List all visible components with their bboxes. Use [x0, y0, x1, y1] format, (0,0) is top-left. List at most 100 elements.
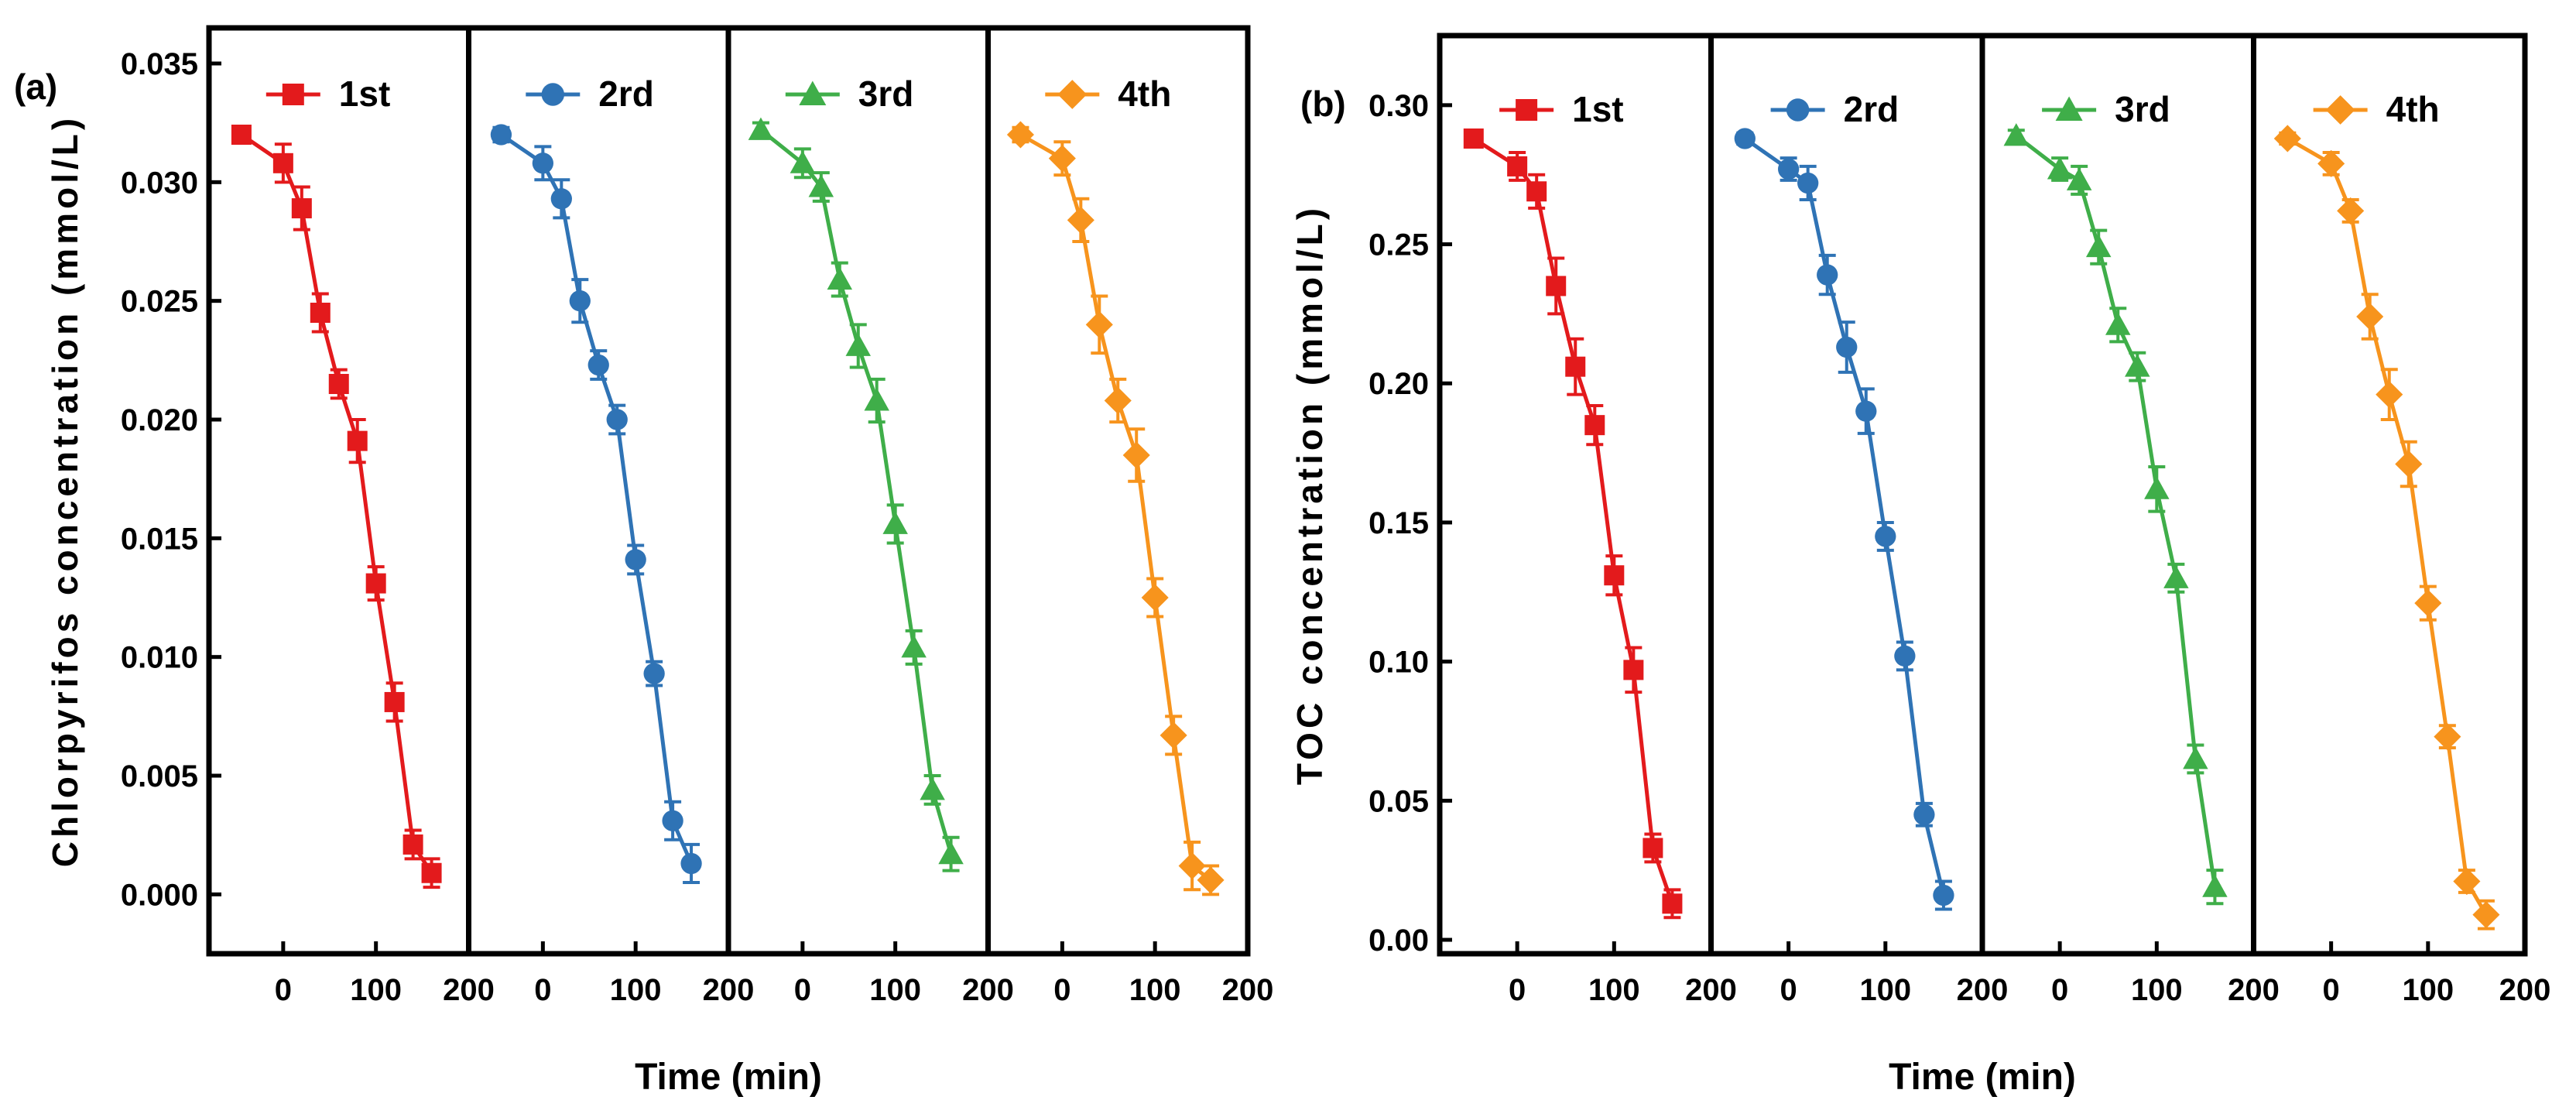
- subplot-2rd: 0 100 200 2rd: [1734, 89, 2009, 1007]
- data-point-4th: [2376, 381, 2403, 409]
- x-tick-label: 200: [1685, 973, 1737, 1007]
- data-point-4th: [2337, 197, 2365, 224]
- data-point-1st: [1604, 565, 1625, 586]
- data-point-3rd: [2085, 234, 2112, 258]
- y-axis-label: Chlorpyrifos concentration (mmol/L): [45, 115, 85, 867]
- data-point-2rd: [643, 663, 665, 684]
- x-axis-label: Time (min): [1889, 1057, 2076, 1098]
- legend-marker: [541, 83, 565, 106]
- data-point-1st: [1463, 128, 1484, 149]
- panel-label: (b): [1300, 84, 1346, 124]
- data-point-2rd: [587, 354, 609, 376]
- y-tick-label: 0.030: [121, 166, 198, 200]
- panel-b-toc: 0.00 0.05 0.10 0.15 0.20 0.25 0.30 0 100 200 1st 0 1…: [1290, 33, 2550, 1098]
- legend-marker: [282, 84, 304, 105]
- data-point-1st: [365, 573, 386, 594]
- legend-label: 4th: [1118, 74, 1171, 114]
- legend-1st: 1st: [1499, 89, 1624, 129]
- x-tick-label: 100: [1588, 973, 1640, 1007]
- data-point-2rd: [625, 549, 646, 571]
- legend-3rd: 3rd: [785, 74, 913, 114]
- x-axis-label: Time (min): [635, 1057, 822, 1098]
- legend-marker: [799, 81, 827, 105]
- data-point-1st: [1643, 838, 1663, 859]
- data-point-4th: [1104, 386, 1132, 415]
- legend-label: 2rd: [1844, 89, 1899, 129]
- data-point-3rd: [790, 150, 816, 173]
- x-tick-label: 0: [2323, 973, 2340, 1007]
- data-point-4th: [2395, 450, 2423, 478]
- series-line-2rd: [1743, 136, 1946, 896]
- data-point-4th: [1160, 721, 1187, 749]
- data-point-2rd: [550, 188, 572, 210]
- data-point-2rd: [680, 852, 702, 875]
- data-point-1st: [402, 834, 423, 855]
- legend-marker: [1786, 98, 1810, 122]
- data-point-3rd: [748, 117, 774, 140]
- data-point-2rd: [490, 124, 512, 146]
- data-point-3rd: [882, 511, 908, 534]
- x-tick-label: 100: [610, 973, 662, 1007]
- x-tick-label: 0: [275, 973, 292, 1007]
- y-tick-label: 0.010: [121, 641, 198, 675]
- data-point-3rd: [2003, 123, 2030, 146]
- data-point-4th: [1122, 441, 1150, 469]
- data-point-4th: [2472, 901, 2500, 929]
- x-tick-label: 200: [1957, 973, 2009, 1007]
- legend-label: 1st: [339, 74, 390, 114]
- data-point-2rd: [1817, 264, 1838, 286]
- legend-label: 2rd: [598, 74, 654, 114]
- x-tick-label: 100: [350, 973, 402, 1007]
- legend-4th: 4th: [1045, 74, 1171, 114]
- data-point-1st: [272, 153, 293, 173]
- y-tick-label: 0.000: [121, 878, 198, 912]
- subplot-3rd: 0 100 200 3rd: [748, 74, 1014, 1007]
- data-point-4th: [1178, 852, 1206, 880]
- data-point-1st: [1662, 893, 1683, 914]
- y-tick-label: 0.05: [1368, 784, 1429, 818]
- x-tick-label: 100: [1129, 973, 1181, 1007]
- x-tick-label: 100: [2131, 973, 2183, 1007]
- x-tick-label: 0: [1053, 973, 1070, 1007]
- series-line-3rd: [759, 128, 953, 855]
- x-tick-label: 0: [534, 973, 551, 1007]
- series-line-4th: [1019, 132, 1212, 882]
- legend-3rd: 3rd: [2042, 89, 2170, 129]
- y-tick-label: 0.30: [1368, 89, 1429, 123]
- data-point-3rd: [2125, 354, 2150, 377]
- y-axis-label: TOC concentration (mmol/L): [1290, 204, 1330, 785]
- legend-label: 4th: [2386, 89, 2440, 129]
- legend-marker: [1516, 99, 1538, 121]
- legend-label: 1st: [1572, 89, 1623, 129]
- legend-label: 3rd: [2115, 89, 2170, 129]
- data-point-4th: [1006, 121, 1034, 149]
- data-point-4th: [2453, 868, 2481, 896]
- data-point-4th: [1197, 866, 1225, 894]
- x-tick-label: 0: [1509, 973, 1526, 1007]
- data-point-2rd: [1875, 526, 1896, 547]
- data-point-1st: [1526, 181, 1547, 202]
- data-point-2rd: [569, 290, 591, 312]
- y-tick-label: 0.20: [1368, 367, 1429, 401]
- x-tick-label: 200: [1222, 973, 1274, 1007]
- data-point-1st: [421, 862, 442, 883]
- x-tick-label: 200: [443, 973, 495, 1007]
- y-tick-label: 0.005: [121, 759, 198, 793]
- x-tick-label: 100: [869, 973, 921, 1007]
- data-point-4th: [2434, 723, 2461, 751]
- data-point-3rd: [864, 388, 889, 411]
- y-tick-label: 0.10: [1368, 646, 1429, 680]
- data-point-4th: [2356, 303, 2384, 331]
- data-point-2rd: [1797, 172, 1819, 194]
- data-point-3rd: [2047, 156, 2073, 180]
- data-point-3rd: [2105, 312, 2131, 335]
- data-point-1st: [1507, 156, 1528, 177]
- legend-2rd: 2rd: [526, 74, 654, 114]
- x-tick-label: 0: [794, 973, 811, 1007]
- legend-4th: 4th: [2313, 89, 2440, 129]
- y-tick-label: 0.015: [121, 522, 198, 556]
- legend-1st: 1st: [265, 74, 390, 114]
- data-point-3rd: [2163, 565, 2189, 588]
- data-point-1st: [1584, 415, 1605, 436]
- plot-frame: [1437, 33, 2528, 957]
